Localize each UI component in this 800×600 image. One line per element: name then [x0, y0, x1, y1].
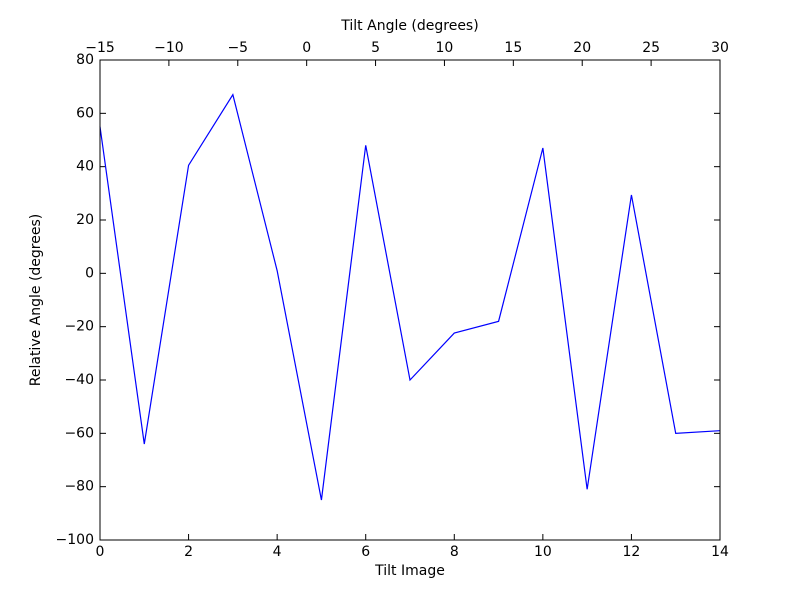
- y-tick-label: −100: [56, 532, 94, 548]
- x-tick-label: 10: [534, 544, 552, 560]
- y-tick-label: 0: [85, 265, 94, 281]
- x2-tick-label: 5: [371, 40, 380, 56]
- y-tick-label: −60: [64, 425, 94, 441]
- x-tick-label: 12: [623, 544, 641, 560]
- x2-tick-label: −5: [227, 40, 248, 56]
- x2-tick-label: −10: [154, 40, 184, 56]
- y-tick-label: −40: [64, 372, 94, 388]
- y-tick-label: 80: [76, 52, 94, 68]
- x2-tick-label: 15: [504, 40, 522, 56]
- x2-tick-label: 25: [642, 40, 660, 56]
- x2-tick-label: 20: [573, 40, 591, 56]
- y-tick-label: 60: [76, 105, 94, 121]
- x-tick-label: 14: [711, 544, 729, 560]
- x-tick-label: 2: [184, 544, 193, 560]
- x-axis-label: Tilt Image: [374, 563, 445, 579]
- x-tick-label: 8: [450, 544, 459, 560]
- x2-tick-label: 30: [711, 40, 729, 56]
- y-tick-label: −20: [64, 319, 94, 335]
- x2-tick-label: −15: [85, 40, 115, 56]
- plot-frame: [99, 59, 721, 541]
- x2-axis-label: Tilt Angle (degrees): [340, 18, 478, 34]
- x-tick-label: 6: [361, 544, 370, 560]
- x-tick-label: 0: [96, 544, 105, 560]
- data-line: [99, 93, 721, 501]
- x-tick-label: 4: [273, 544, 282, 560]
- y-tick-label: 40: [76, 159, 94, 175]
- x2-tick-label: 0: [302, 40, 311, 56]
- y-tick-label: −80: [64, 479, 94, 495]
- y-tick-label: 20: [76, 212, 94, 228]
- x2-tick-label: 10: [436, 40, 454, 56]
- y-axis-label: Relative Angle (degrees): [28, 214, 44, 386]
